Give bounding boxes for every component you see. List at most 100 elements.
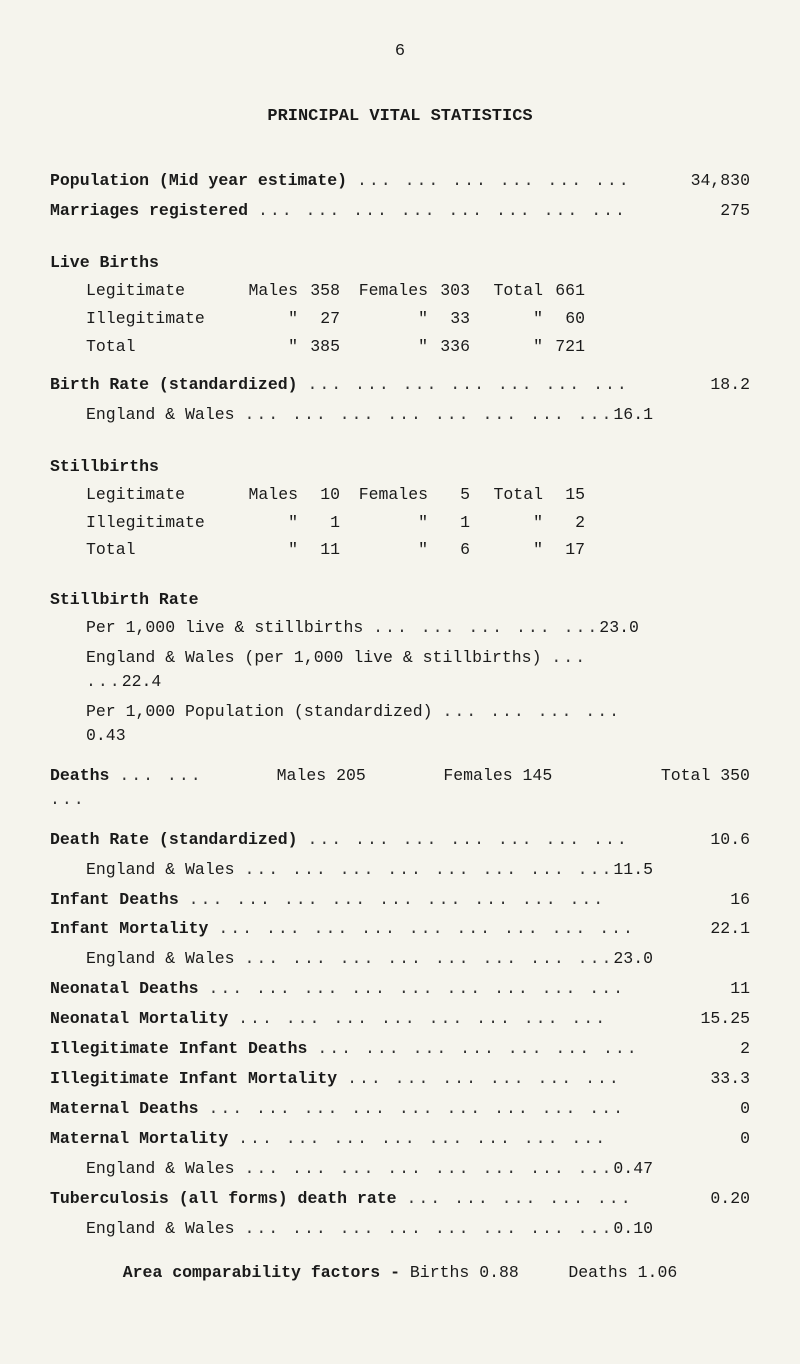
population-row: Population (Mid year estimate) ... ... .… <box>50 169 750 193</box>
leader-dots: ... ... ... ... ... ... ... ... ... <box>208 979 625 998</box>
row-males-val: 10 <box>298 483 358 507</box>
row-cat: Legitimate <box>86 279 246 303</box>
leader-dots: ... ... ... ... ... ... ... <box>317 1039 638 1058</box>
leader-dots: ... ... ... ... ... <box>406 1189 632 1208</box>
leader-dots: ... ... ... ... ... <box>373 618 599 637</box>
illeg-infant-deaths-row: Illegitimate Infant Deaths ... ... ... .… <box>50 1037 750 1061</box>
leader-dots: ... ... ... ... ... ... <box>347 1069 621 1088</box>
population-label-bold: Population (Mid year estimate) <box>50 171 347 190</box>
leader-dots: ... ... ... ... ... ... ... ... ... <box>189 890 606 909</box>
sbr-per-live-value: 23.0 <box>599 618 639 637</box>
tuberculosis-value: 0.20 <box>670 1187 750 1211</box>
tuberculosis-row: Tuberculosis (all forms) death rate ... … <box>50 1187 750 1211</box>
neonatal-mortality-value: 15.25 <box>670 1007 750 1031</box>
stillbirths-legitimate: Legitimate Males 10 Females 5 Total 15 <box>50 483 750 507</box>
maternal-deaths-value: 0 <box>670 1097 750 1121</box>
row-males-lbl: " <box>246 511 298 535</box>
row-total-val: 721 <box>543 335 585 359</box>
row-females-lbl: " <box>358 307 428 331</box>
maternal-mortality-value: 0 <box>670 1127 750 1151</box>
leader-dots: ... ... ... ... ... ... ... ... ... <box>218 919 635 938</box>
footer-label: Area comparability factors - <box>123 1263 400 1282</box>
deaths-row: Deaths ... ... ... Males 205 Females 145… <box>50 764 750 812</box>
row-males-val: 11 <box>298 538 358 562</box>
deaths-total: Total 350 <box>630 764 750 812</box>
row-total-val: 60 <box>543 307 585 331</box>
row-females-lbl: Females <box>358 279 428 303</box>
sbr-ew-value: 22.4 <box>122 672 162 691</box>
live-births-total: Total " 385 " 336 " 721 <box>50 335 750 359</box>
infant-mortality-ew-label: England & Wales <box>86 949 235 968</box>
row-males-val: 385 <box>298 335 358 359</box>
row-cat: Total <box>86 538 246 562</box>
deaths-label: Deaths <box>50 766 109 785</box>
stillbirths-heading: Stillbirths <box>50 455 750 479</box>
leader-dots: ... ... ... ... ... ... ... <box>307 830 628 849</box>
row-total-lbl: " <box>488 307 543 331</box>
infant-deaths-row: Infant Deaths ... ... ... ... ... ... ..… <box>50 888 750 912</box>
tuberculosis-label: Tuberculosis (all forms) death rate <box>50 1189 397 1208</box>
maternal-mortality-ew-row: England & Wales ... ... ... ... ... ... … <box>50 1157 750 1181</box>
row-cat: Legitimate <box>86 483 246 507</box>
row-females-lbl: Females <box>358 483 428 507</box>
row-total-lbl: Total <box>488 279 543 303</box>
sbr-ew-label: England & Wales (per 1,000 live & stillb… <box>86 648 541 667</box>
document-page: 6 PRINCIPAL VITAL STATISTICS Population … <box>0 0 800 1325</box>
sbr-per-pop-value: 0.43 <box>86 726 126 745</box>
row-males-val: 358 <box>298 279 358 303</box>
row-total-lbl: " <box>488 538 543 562</box>
leader-dots: ... ... ... ... <box>442 702 621 721</box>
leader-dots: ... ... ... ... ... ... ... ... <box>244 1159 613 1178</box>
stillbirth-rate-ew: England & Wales (per 1,000 live & stillb… <box>50 646 750 694</box>
neonatal-deaths-row: Neonatal Deaths ... ... ... ... ... ... … <box>50 977 750 1001</box>
leader-dots: ... ... ... ... ... ... ... ... ... <box>208 1099 625 1118</box>
row-males-val: 27 <box>298 307 358 331</box>
infant-mortality-value: 22.1 <box>670 917 750 941</box>
row-total-val: 17 <box>543 538 585 562</box>
birth-rate-value: 18.2 <box>670 373 750 397</box>
row-females-val: 1 <box>428 511 488 535</box>
tuberculosis-ew-label: England & Wales <box>86 1219 235 1238</box>
neonatal-mortality-row: Neonatal Mortality ... ... ... ... ... .… <box>50 1007 750 1031</box>
marriages-row: Marriages registered ... ... ... ... ...… <box>50 199 750 223</box>
footer-deaths: Deaths 1.06 <box>568 1263 677 1282</box>
tuberculosis-ew-row: England & Wales ... ... ... ... ... ... … <box>50 1217 750 1241</box>
row-females-val: 336 <box>428 335 488 359</box>
infant-mortality-ew-row: England & Wales ... ... ... ... ... ... … <box>50 947 750 971</box>
stillbirth-rate-per-pop: Per 1,000 Population (standardized) ... … <box>50 700 750 748</box>
row-males-lbl: Males <box>246 279 298 303</box>
maternal-mortality-label: Maternal Mortality <box>50 1129 228 1148</box>
leader-dots: ... ... ... ... ... ... ... ... <box>244 405 613 424</box>
row-females-lbl: " <box>358 511 428 535</box>
row-cat: Illegitimate <box>86 511 246 535</box>
row-total-lbl: " <box>488 335 543 359</box>
leader-dots: ... ... ... ... ... ... ... ... <box>238 1009 607 1028</box>
row-total-val: 2 <box>543 511 585 535</box>
illeg-infant-deaths-value: 2 <box>670 1037 750 1061</box>
death-rate-ew-value: 11.5 <box>613 860 653 879</box>
stillbirth-rate-per-live: Per 1,000 live & stillbirths ... ... ...… <box>50 616 750 640</box>
row-females-lbl: " <box>358 538 428 562</box>
live-births-heading: Live Births <box>50 251 750 275</box>
leader-dots: ... ... ... ... ... ... <box>357 171 631 190</box>
page-number: 6 <box>50 40 750 65</box>
illeg-infant-mortality-value: 33.3 <box>670 1067 750 1091</box>
neonatal-mortality-label: Neonatal Mortality <box>50 1009 228 1028</box>
birth-rate-ew-value: 16.1 <box>613 405 653 424</box>
page-title: PRINCIPAL VITAL STATISTICS <box>50 105 750 130</box>
infant-mortality-label: Infant Mortality <box>50 919 208 938</box>
stillbirth-rate-heading: Stillbirth Rate <box>50 588 750 612</box>
row-cat: Illegitimate <box>86 307 246 331</box>
row-females-val: 33 <box>428 307 488 331</box>
maternal-mortality-row: Maternal Mortality ... ... ... ... ... .… <box>50 1127 750 1151</box>
leader-dots: ... ... ... ... ... ... ... ... <box>238 1129 607 1148</box>
row-total-lbl: Total <box>488 483 543 507</box>
death-rate-row: Death Rate (standardized) ... ... ... ..… <box>50 828 750 852</box>
sbr-per-pop-label: Per 1,000 Population (standardized) <box>86 702 433 721</box>
row-males-lbl: " <box>246 335 298 359</box>
population-value: 34,830 <box>670 169 750 193</box>
live-births-illegitimate: Illegitimate " 27 " 33 " 60 <box>50 307 750 331</box>
leader-dots: ... ... ... ... ... ... ... <box>307 375 628 394</box>
death-rate-label: Death Rate (standardized) <box>50 830 298 849</box>
maternal-mortality-ew-label: England & Wales <box>86 1159 235 1178</box>
